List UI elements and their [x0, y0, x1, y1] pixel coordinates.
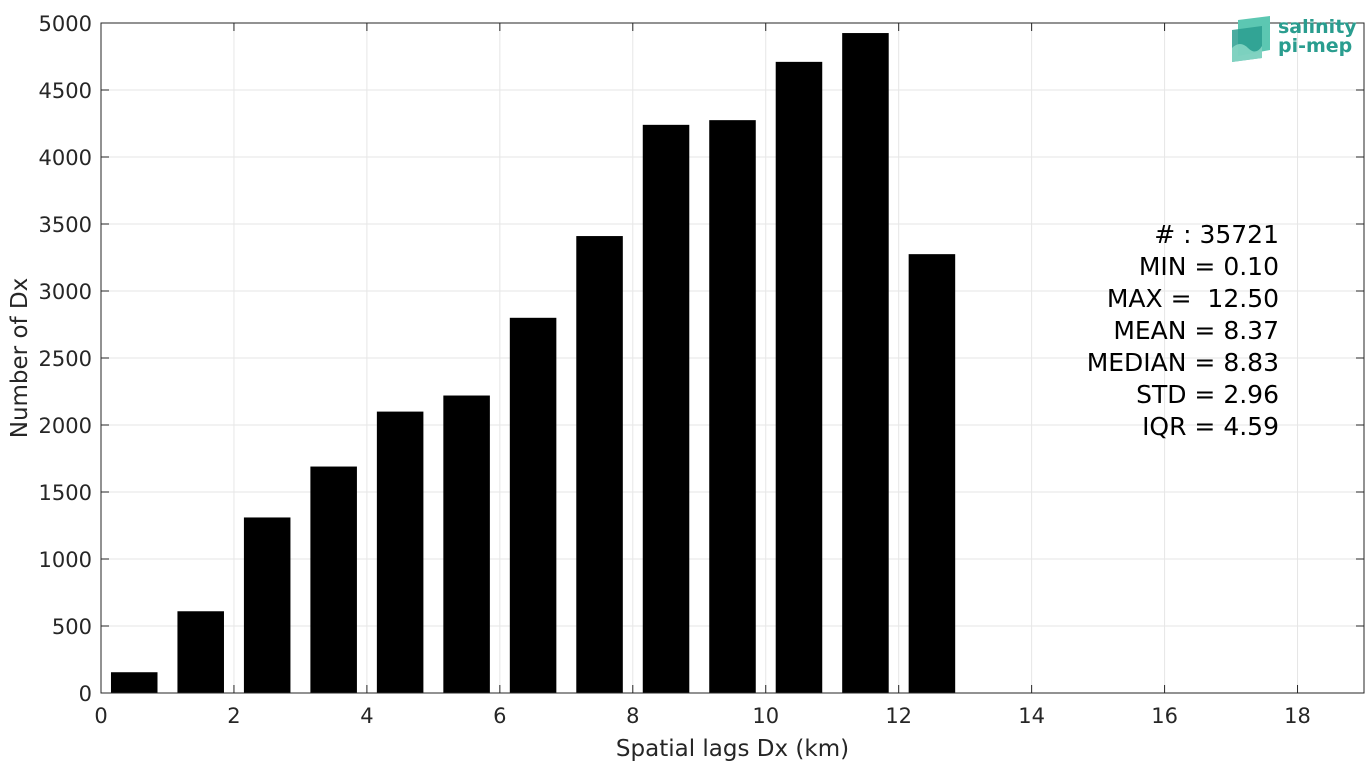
y-tick-label: 1500 [39, 481, 92, 505]
histogram-bar [243, 517, 291, 693]
x-tick-label: 16 [1151, 704, 1178, 728]
x-tick-label: 12 [885, 704, 912, 728]
stats-annotation: # : 35721 MIN = 0.10 MAX = 12.50 MEAN = 8.3… [1087, 220, 1279, 441]
bars [110, 33, 956, 694]
histogram-bar [310, 466, 357, 693]
histogram-bar [443, 395, 490, 693]
histogram-bar [509, 317, 557, 693]
logo-text-salinity: salinity [1278, 16, 1357, 38]
y-tick-label: 3500 [39, 213, 92, 237]
stats-line: IQR = 4.59 [1142, 412, 1279, 441]
ticks: 0 2 4 6 8 10 12 14 16 18 0 500 1000 1500 2000 2500 3000 3… [39, 12, 1364, 728]
x-tick-label: 18 [1284, 704, 1311, 728]
histogram-bar [709, 120, 756, 693]
histogram-bar [642, 124, 690, 694]
histogram-bar [842, 33, 889, 694]
logo-mark-icon [1232, 16, 1270, 62]
salinity-pi-mep-logo: salinity pi-mep [1232, 16, 1357, 62]
histogram-bar [576, 236, 623, 693]
x-tick-label: 14 [1018, 704, 1045, 728]
stats-line: STD = 2.96 [1136, 380, 1279, 409]
x-axis-title: Spatial lags Dx (km) [616, 736, 849, 762]
y-tick-label: 1000 [39, 548, 92, 572]
histogram-bar [908, 254, 956, 693]
histogram-bar [775, 61, 823, 694]
histogram-bar [376, 411, 424, 693]
stats-line: MIN = 0.10 [1139, 252, 1279, 281]
y-tick-label: 2000 [39, 414, 92, 438]
stats-line: MAX = 12.50 [1107, 284, 1279, 313]
y-tick-label: 500 [52, 615, 92, 639]
histogram-bar [177, 611, 224, 693]
x-tick-label: 0 [94, 704, 107, 728]
y-tick-label: 4000 [39, 146, 92, 170]
x-tick-label: 8 [626, 704, 639, 728]
x-tick-label: 2 [227, 704, 240, 728]
histogram-bar [110, 672, 158, 693]
stats-line: MEAN = 8.37 [1113, 316, 1279, 345]
stats-line: MEDIAN = 8.83 [1087, 348, 1279, 377]
y-tick-label: 0 [79, 682, 92, 706]
y-axis-title: Number of Dx [7, 278, 33, 439]
x-tick-label: 10 [752, 704, 779, 728]
y-tick-label: 3000 [39, 280, 92, 304]
x-tick-label: 6 [493, 704, 506, 728]
y-tick-label: 5000 [39, 12, 92, 36]
y-tick-label: 4500 [39, 79, 92, 103]
stats-line: # : 35721 [1154, 220, 1279, 249]
x-tick-label: 4 [360, 704, 373, 728]
y-tick-label: 2500 [39, 347, 92, 371]
logo-text-pi-mep: pi-mep [1278, 35, 1352, 57]
